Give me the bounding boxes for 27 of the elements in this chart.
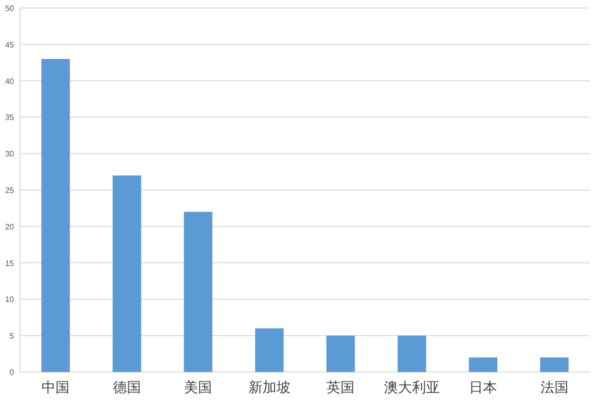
y-tick-label: 5 <box>10 332 15 341</box>
bar <box>255 328 284 372</box>
y-tick-label: 25 <box>5 186 15 195</box>
bar <box>540 357 569 372</box>
x-tick-label: 日本 <box>469 380 498 396</box>
y-tick-label: 45 <box>5 40 15 50</box>
bar <box>41 58 70 372</box>
y-tick-label: 50 <box>5 4 15 13</box>
x-tick-label: 美国 <box>184 380 212 396</box>
y-tick-label: 30 <box>5 150 15 159</box>
y-tick-label: 35 <box>5 113 15 122</box>
bar <box>184 212 212 372</box>
bar <box>326 336 355 372</box>
y-tick-label: 10 <box>5 295 15 304</box>
y-tick-label: 15 <box>5 258 15 268</box>
x-tick-label: 德国 <box>112 380 141 396</box>
y-tick-label: 40 <box>5 76 15 86</box>
y-tick-label: 0 <box>10 368 15 377</box>
x-tick-label: 澳大利亚 <box>384 380 440 396</box>
x-tick-label: 法国 <box>540 380 568 396</box>
bar <box>112 175 142 372</box>
x-tick-label: 英国 <box>326 380 355 396</box>
bar <box>468 357 498 372</box>
bar <box>398 336 426 372</box>
x-tick-label: 中国 <box>42 380 70 396</box>
x-tick-label: 新加坡 <box>248 380 290 396</box>
y-tick-label: 20 <box>5 222 15 232</box>
